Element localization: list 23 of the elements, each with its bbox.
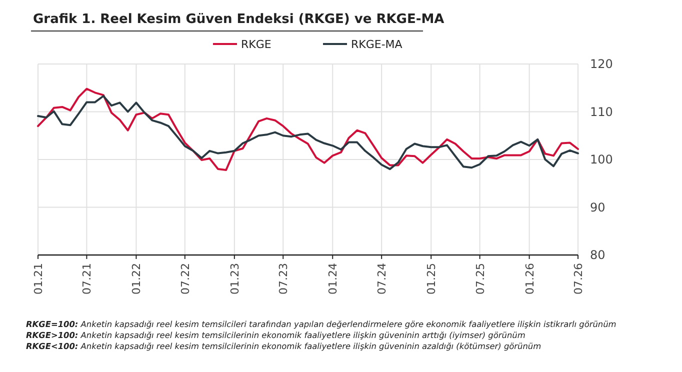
x-tick-label: 01.24	[326, 263, 340, 294]
x-tick-label: 01.26	[523, 263, 536, 294]
text: RKGE>100: Anketin kapsadığı reel kesim temsilcilerinin ekonomik faaliyetlere ilişkin güveninin arttığı (iyimser) görünüm	[26, 330, 526, 340]
x-tick-label: 01.21	[32, 263, 45, 294]
x-tick-label: 01.25	[425, 263, 438, 294]
y-tick-label: 120	[590, 57, 613, 71]
text: RKGE=100: Anketin kapsadığı reel kesim temsilcileri tarafından yapılan değerlendirmelere göre ekonomik faaliyetlere ilişkin istikrarlı görünüm	[26, 319, 616, 329]
x-tick-label: 07.21	[80, 263, 94, 294]
y-tick-label: 90	[590, 200, 606, 214]
chart-title: Grafik 1. Reel Kesim Güven Endeksi (RKGE) ve RKGE-MA	[33, 12, 444, 27]
x-tick-label: 07.25	[474, 263, 487, 294]
x-tick-label: 07.23	[277, 263, 290, 294]
y-tick-label: 100	[590, 152, 613, 166]
x-tick-label: 07.26	[572, 263, 585, 294]
legend-label: RKGE	[241, 38, 272, 51]
x-tick-label: 01.22	[130, 263, 144, 294]
x-tick-label: 01.23	[228, 263, 242, 294]
legend-label: RKGE-MA	[351, 38, 403, 51]
y-tick-label: 80	[590, 248, 606, 262]
x-tick-label: 07.22	[178, 263, 192, 294]
x-tick-label: 07.24	[376, 263, 389, 294]
text: RKGE<100: Anketin kapsadığı reel kesim temsilcilerinin ekonomik faaliyetlere ilişkin güveninin azaldığı (kötümser) görünüm	[26, 341, 542, 351]
y-tick-label: 110	[590, 104, 613, 119]
